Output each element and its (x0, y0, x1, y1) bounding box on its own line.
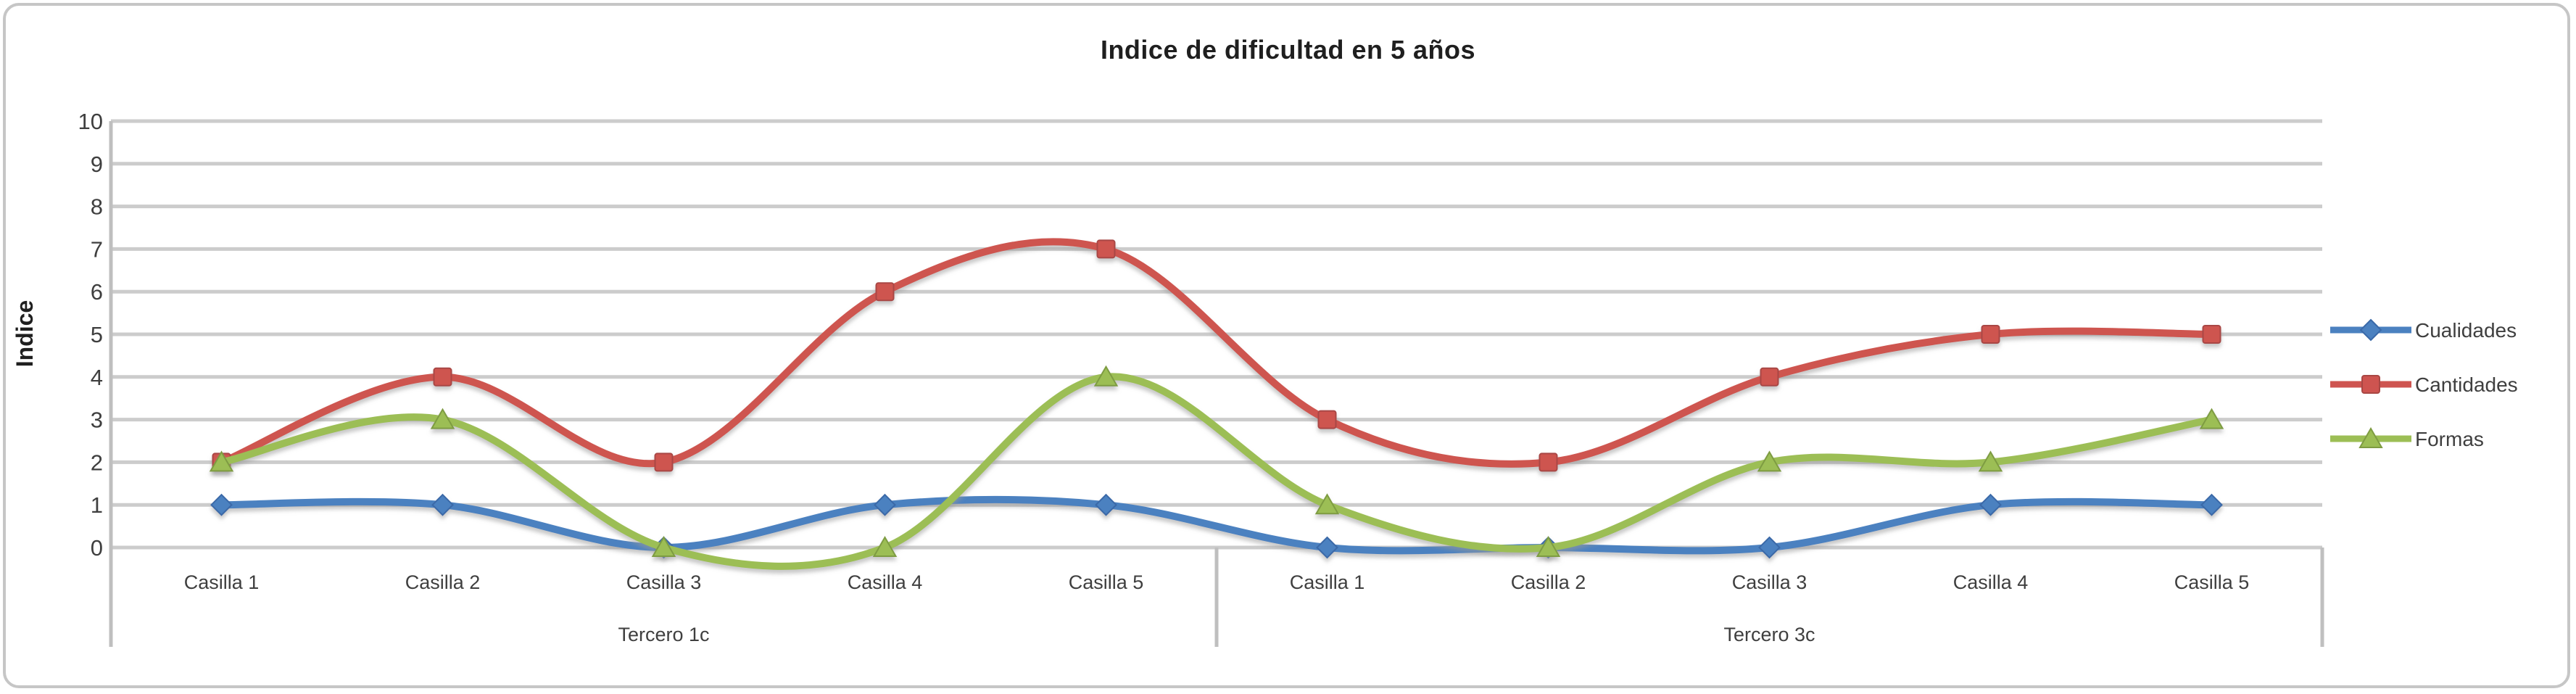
data-point-cantidades-2 (654, 453, 674, 472)
legend-marker-square-icon (2361, 375, 2380, 394)
x-category-label: Casilla 5 (2174, 571, 2250, 593)
x-category-label: Casilla 4 (1953, 571, 2029, 593)
y-tick-label-5: 5 (91, 322, 103, 347)
data-point-cualidades-7 (1758, 536, 1781, 559)
series-line-formas (218, 373, 2216, 570)
x-category-label: Casilla 5 (1069, 571, 1144, 593)
y-tick-label-0: 0 (91, 535, 103, 561)
y-tick-label-7: 7 (91, 236, 103, 262)
y-tick-label-2: 2 (91, 450, 103, 475)
legend-item-cantidades: Cantidades (2330, 373, 2518, 396)
data-point-formas-4 (1093, 365, 1119, 387)
data-point-formas-8 (1978, 450, 2003, 472)
x-category-label: Casilla 3 (626, 571, 702, 593)
legend-item-formas: Formas (2330, 426, 2484, 450)
chart-title: Indice de dificultad en 5 años (1100, 35, 1476, 65)
data-point-cualidades-3 (874, 493, 896, 516)
data-point-cantidades-9 (2202, 325, 2221, 344)
y-tick-label-1: 1 (91, 492, 103, 518)
data-point-formas-3 (872, 535, 898, 557)
data-point-cualidades-9 (2200, 493, 2223, 516)
x-category-label: Casilla 3 (1732, 571, 1807, 593)
legend-label: Cantidades (2415, 373, 2518, 396)
legend-label: Formas (2415, 428, 2484, 450)
legend-marker-triangle-icon (2358, 426, 2383, 448)
data-point-cantidades-3 (875, 282, 895, 302)
data-point-formas-0 (209, 450, 234, 472)
data-point-cualidades-0 (210, 493, 233, 516)
data-point-formas-2 (651, 535, 676, 557)
data-point-formas-1 (430, 408, 455, 429)
series-line-cualidades (218, 495, 2216, 555)
data-point-formas-5 (1314, 493, 1340, 515)
legend-item-cualidades: Cualidades (2330, 318, 2517, 342)
x-group-label-tercero-1c: Tercero 1c (618, 624, 709, 645)
data-point-cualidades-5 (1316, 536, 1338, 559)
y-tick-label-9: 9 (91, 152, 103, 177)
x-category-label: Casilla 2 (1511, 571, 1586, 593)
y-tick-label-6: 6 (91, 279, 103, 305)
x-category-label: Casilla 1 (1290, 571, 1365, 593)
series-line-cantidades (218, 238, 2216, 468)
y-tick-label-10: 10 (78, 109, 103, 134)
data-point-cantidades-7 (1760, 367, 1779, 387)
data-point-cantidades-5 (1317, 410, 1337, 429)
data-point-cantidades-8 (1981, 325, 2000, 344)
x-category-label: Casilla 4 (848, 571, 923, 593)
data-point-cantidades-4 (1096, 239, 1116, 259)
data-point-cualidades-1 (431, 493, 454, 516)
x-group-label-tercero-3c: Tercero 3c (1723, 624, 1815, 645)
x-category-label: Casilla 2 (405, 571, 481, 593)
data-point-cualidades-8 (1979, 493, 2002, 516)
series-cantidades (212, 238, 2221, 472)
y-tick-label-8: 8 (91, 194, 103, 220)
data-point-cantidades-6 (1538, 453, 1558, 472)
x-category-label: Casilla 1 (184, 571, 260, 593)
data-point-cantidades-1 (433, 367, 452, 387)
data-point-formas-9 (2199, 408, 2224, 429)
legend-label: Cualidades (2415, 319, 2517, 342)
data-point-formas-6 (1536, 535, 1561, 557)
chart-container (3, 3, 2570, 688)
data-point-formas-7 (1757, 450, 1782, 472)
y-tick-label-3: 3 (91, 408, 103, 433)
series-formas (209, 365, 2224, 570)
legend-marker-diamond-icon (2359, 318, 2382, 342)
data-point-cualidades-4 (1095, 493, 1117, 516)
y-tick-label-4: 4 (91, 365, 103, 390)
